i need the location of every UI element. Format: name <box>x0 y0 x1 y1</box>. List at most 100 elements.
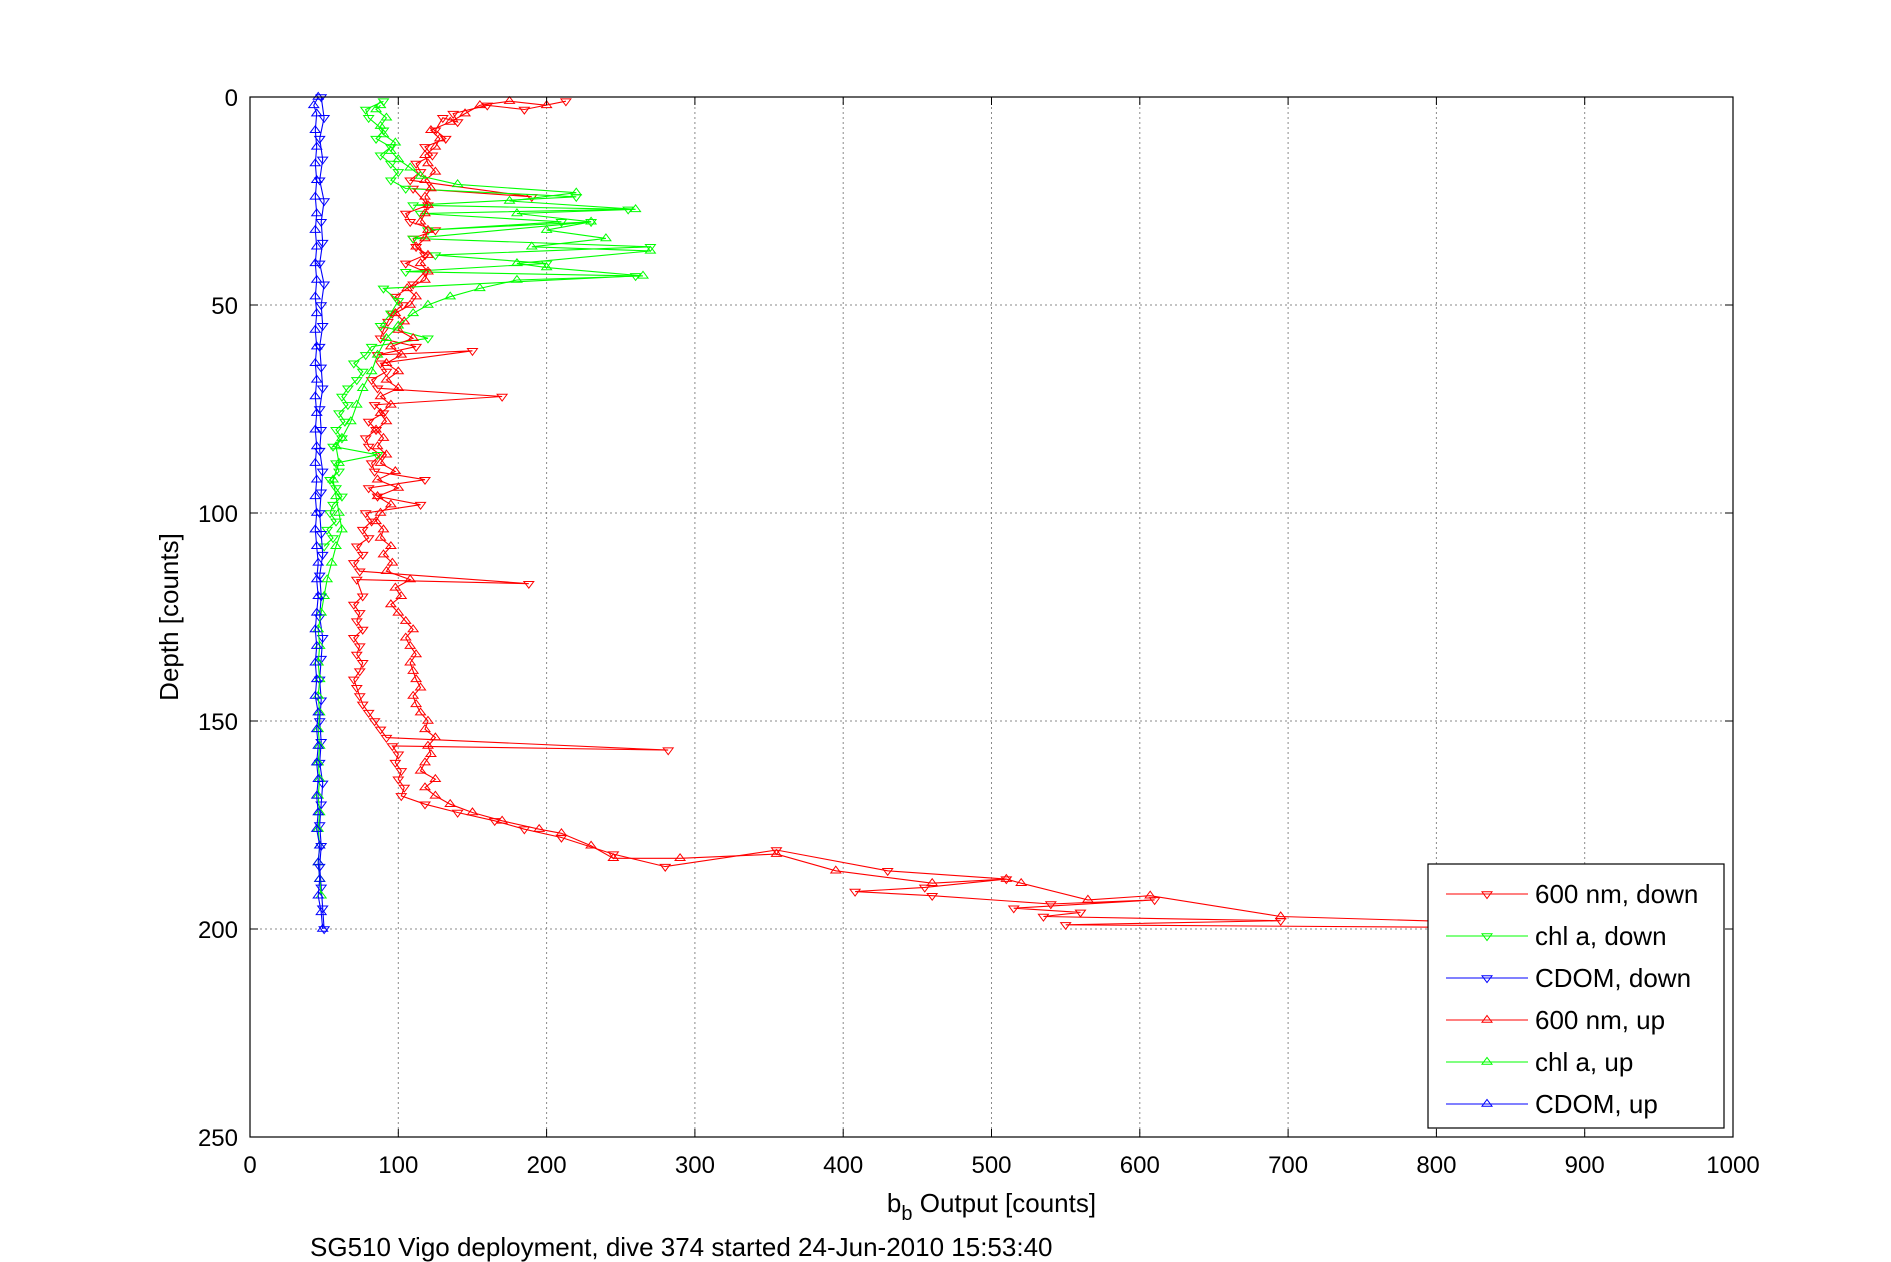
ticks <box>249 96 1734 1138</box>
data-point <box>374 726 387 735</box>
data-point <box>918 884 931 893</box>
legend-marker <box>1481 975 1493 984</box>
data-point <box>419 144 431 153</box>
data-point <box>374 391 387 400</box>
data-point <box>419 274 431 283</box>
data-point <box>392 382 405 391</box>
data-point <box>399 615 412 624</box>
data-point <box>374 120 387 129</box>
data-point <box>309 324 322 333</box>
data-point <box>316 385 329 394</box>
data-point <box>607 851 620 860</box>
data-point <box>362 418 375 427</box>
x-tick-label: 1000 <box>1706 1152 1759 1179</box>
data-point <box>316 239 329 248</box>
legend-items: 600 nm, down chl a, down CDOM, down 600 nm,… <box>1446 879 1698 1119</box>
data-point <box>368 468 381 477</box>
data-point <box>316 551 329 560</box>
data-point <box>404 657 417 666</box>
data-point <box>310 374 323 383</box>
data-point <box>1059 922 1072 931</box>
x-tick-label: 300 <box>675 1152 715 1179</box>
data-point <box>365 518 378 527</box>
data-point <box>370 135 383 144</box>
data-point <box>316 923 329 932</box>
data-point <box>330 441 343 450</box>
data-point <box>424 183 437 192</box>
data-point <box>389 582 402 591</box>
data-point <box>356 526 369 535</box>
data-point <box>359 510 372 519</box>
data-point <box>377 432 390 441</box>
data-point <box>1081 894 1094 903</box>
data-point <box>316 323 329 332</box>
x-tick-label: 200 <box>527 1152 567 1179</box>
x-axis-label-rest: Output [counts] <box>913 1188 1097 1218</box>
data-point <box>312 807 325 816</box>
data-point <box>629 273 642 282</box>
data-point <box>350 618 363 627</box>
data-point <box>318 281 331 290</box>
data-point <box>327 535 340 544</box>
data-point <box>522 580 535 590</box>
data-point <box>315 94 328 103</box>
data-point <box>309 657 322 666</box>
data-point <box>1037 913 1050 922</box>
data-point <box>395 590 408 599</box>
data-point <box>312 557 325 566</box>
data-point <box>310 341 323 350</box>
data-point <box>365 377 378 386</box>
data-point <box>510 258 523 267</box>
data-point <box>384 310 397 319</box>
data-point <box>309 258 322 267</box>
data-point <box>392 169 405 178</box>
data-point <box>407 665 420 674</box>
data-point <box>419 757 431 766</box>
data-point <box>370 104 383 113</box>
data-point <box>341 385 354 394</box>
data-point <box>1007 905 1020 914</box>
data-point <box>380 112 393 121</box>
data-point <box>330 491 343 500</box>
data-point <box>310 507 323 516</box>
data-point <box>386 557 399 566</box>
data-point <box>330 518 343 527</box>
x-tick-label: 0 <box>243 1152 256 1179</box>
data-point <box>371 452 384 461</box>
x-tick-label: 100 <box>378 1152 418 1179</box>
data-point <box>371 474 384 483</box>
data-point <box>419 174 431 183</box>
data-point <box>410 343 423 352</box>
data-point <box>310 607 323 616</box>
data-point <box>374 407 387 416</box>
data-point <box>309 124 322 134</box>
data-point <box>410 291 423 300</box>
data-point <box>332 468 345 477</box>
data-point <box>407 185 420 194</box>
series-4 <box>312 99 657 899</box>
data-point <box>371 349 384 358</box>
data-point <box>414 169 427 178</box>
data-point <box>926 877 939 886</box>
data-point <box>1074 909 1087 918</box>
legend-label: CDOM, down <box>1535 963 1691 993</box>
data-point <box>371 352 384 361</box>
data-point <box>421 227 434 236</box>
x-axis-label-subscript: b <box>901 1203 912 1225</box>
data-point <box>395 793 408 802</box>
data-point <box>347 601 360 610</box>
data-point <box>429 732 442 741</box>
data-point <box>313 343 326 352</box>
data-point <box>421 335 434 344</box>
data-point <box>389 293 402 303</box>
data-point <box>419 723 431 733</box>
data-point <box>662 747 675 756</box>
data-point <box>310 474 323 483</box>
data-point <box>332 507 345 516</box>
data-point <box>356 701 369 710</box>
data-point <box>444 798 457 807</box>
data-point <box>599 233 612 242</box>
data-point <box>380 565 393 574</box>
data-point <box>421 299 434 308</box>
legend-label: 600 nm, down <box>1535 879 1698 909</box>
